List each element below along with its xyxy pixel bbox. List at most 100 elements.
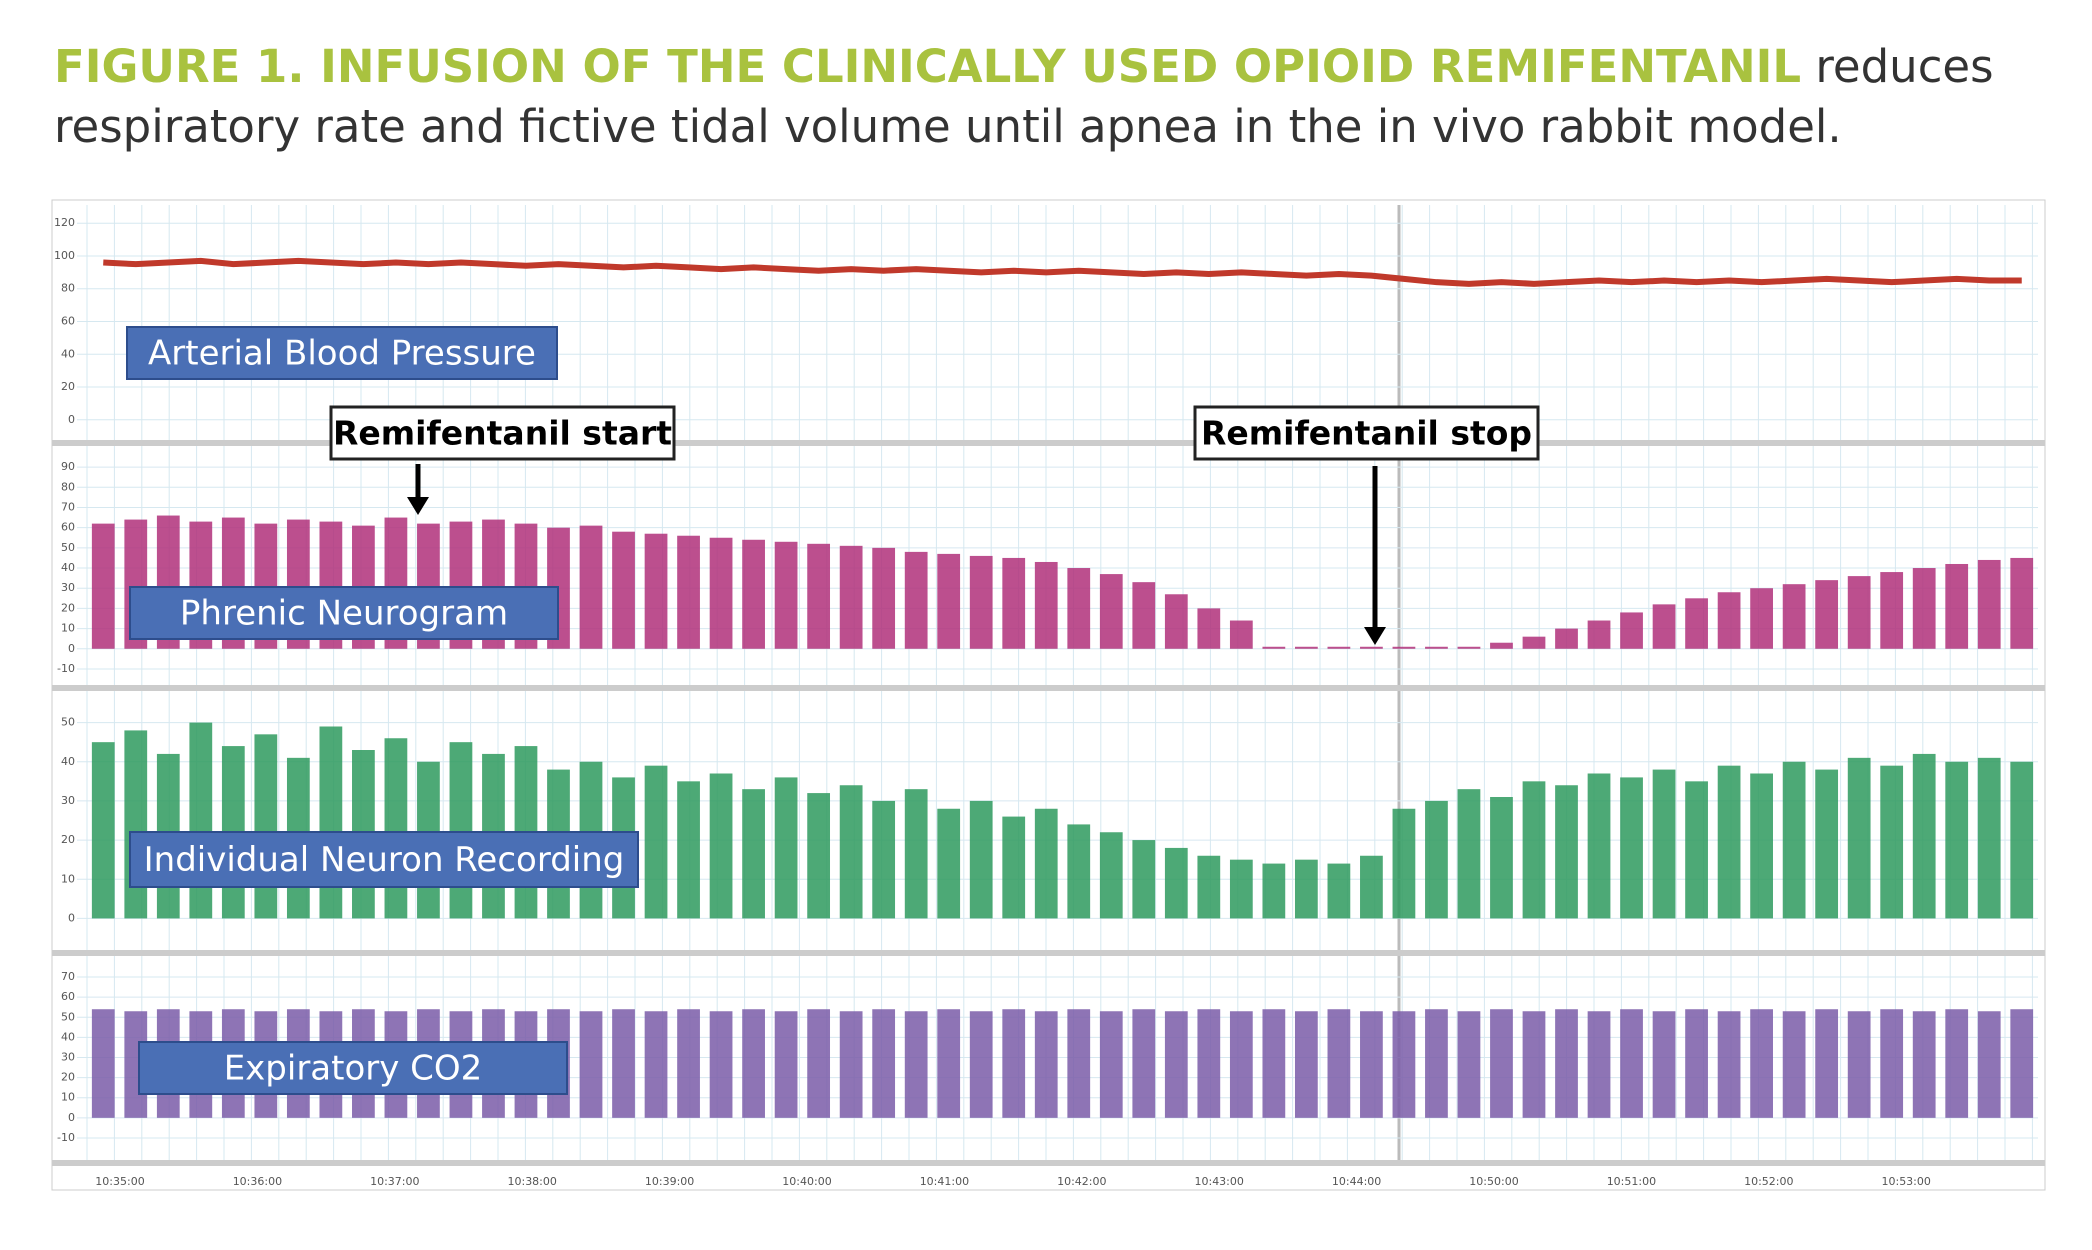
burst <box>1977 757 2001 919</box>
annotation: Remifentanil start <box>333 414 672 453</box>
burst <box>1457 789 1481 919</box>
burst <box>1912 753 1936 919</box>
burst <box>807 1009 831 1118</box>
y-tick-label: 40 <box>61 347 75 360</box>
burst <box>807 793 831 919</box>
burst <box>1555 785 1578 919</box>
burst <box>1782 1011 1806 1118</box>
burst <box>1229 620 1253 649</box>
x-tick-label: 10:43:00 <box>1194 1175 1243 1188</box>
burst <box>1717 765 1741 919</box>
burst <box>1197 608 1221 649</box>
y-tick-label: 50 <box>61 541 75 554</box>
burst <box>709 537 733 649</box>
burst <box>872 547 896 649</box>
burst <box>1067 1009 1091 1118</box>
y-tick-label: 50 <box>61 716 75 729</box>
burst <box>2010 761 2034 919</box>
burst <box>1977 1011 2001 1118</box>
burst <box>1262 863 1286 919</box>
burst <box>807 543 831 649</box>
y-tick-label: 0 <box>68 642 75 655</box>
burst <box>937 1009 961 1118</box>
y-tick-label: 60 <box>61 521 75 534</box>
burst <box>1229 1011 1253 1118</box>
burst <box>449 742 473 919</box>
panel-label-box <box>129 586 559 640</box>
burst <box>1490 642 1513 649</box>
burst <box>1197 855 1221 919</box>
burst <box>254 734 278 919</box>
burst <box>1717 1011 1741 1118</box>
burst <box>91 1009 115 1118</box>
y-tick-label: 10 <box>61 872 75 885</box>
burst <box>1490 797 1513 919</box>
burst <box>1099 832 1123 919</box>
burst <box>1392 646 1416 649</box>
title-line-2: respiratory rate and fictive tidal volum… <box>54 100 1842 153</box>
panel-separator <box>52 1160 2045 1166</box>
burst <box>1034 561 1058 649</box>
burst <box>742 539 765 649</box>
burst <box>1522 1011 1546 1118</box>
burst <box>1945 563 1969 649</box>
x-tick-label: 10:52:00 <box>1744 1175 1793 1188</box>
burst <box>1555 628 1578 649</box>
y-tick-label: -10 <box>57 1131 75 1144</box>
x-tick-label: 10:44:00 <box>1332 1175 1381 1188</box>
panel-label-box <box>138 1041 568 1095</box>
burst <box>1782 761 1806 919</box>
burst <box>1847 1011 1871 1118</box>
y-tick-label: 20 <box>61 1071 75 1084</box>
burst <box>189 722 213 919</box>
y-tick-label: 80 <box>61 282 75 295</box>
burst <box>1490 1009 1513 1118</box>
burst <box>937 808 961 919</box>
burst <box>872 800 896 919</box>
burst <box>839 785 863 919</box>
panel-label: Expiratory CO2 <box>224 1049 483 1089</box>
annotation-box <box>329 405 676 461</box>
burst <box>1847 757 1871 919</box>
burst <box>612 1009 635 1118</box>
burst <box>644 533 668 649</box>
burst <box>1099 574 1123 649</box>
burst <box>1880 1009 1904 1118</box>
x-tick-label: 10:50:00 <box>1469 1175 1518 1188</box>
burst <box>644 765 668 919</box>
x-tick-label: 10:39:00 <box>645 1175 694 1188</box>
y-tick-label: 30 <box>61 581 75 594</box>
y-tick-label: 30 <box>61 1051 75 1064</box>
burst <box>1327 1009 1351 1118</box>
burst <box>1294 1011 1318 1118</box>
burst <box>839 1011 863 1118</box>
burst <box>937 553 961 649</box>
burst <box>1880 765 1904 919</box>
burst <box>2010 557 2034 649</box>
burst <box>774 777 798 919</box>
title-rest: reduces <box>1815 40 1993 93</box>
burst <box>1164 594 1188 649</box>
panel-separator <box>52 950 2045 956</box>
burst <box>1620 777 1643 919</box>
burst <box>1034 808 1058 919</box>
panel-separator <box>52 685 2045 691</box>
arrow-head <box>1364 627 1386 645</box>
burst <box>1425 1009 1448 1118</box>
y-tick-label: 10 <box>61 622 75 635</box>
burst <box>1392 808 1416 919</box>
y-tick-label: -10 <box>57 662 75 675</box>
burst <box>1750 1009 1773 1118</box>
burst <box>969 800 993 919</box>
x-tick-label: 10:35:00 <box>95 1175 144 1188</box>
burst <box>1067 568 1091 649</box>
y-tick-label: 90 <box>61 460 75 473</box>
y-tick-label: 40 <box>61 561 75 574</box>
burst <box>839 545 863 649</box>
burst <box>1262 1009 1286 1118</box>
burst <box>1002 1009 1026 1118</box>
burst <box>1164 847 1188 919</box>
burst <box>969 1011 993 1118</box>
burst <box>1912 568 1936 649</box>
burst <box>1457 646 1481 649</box>
